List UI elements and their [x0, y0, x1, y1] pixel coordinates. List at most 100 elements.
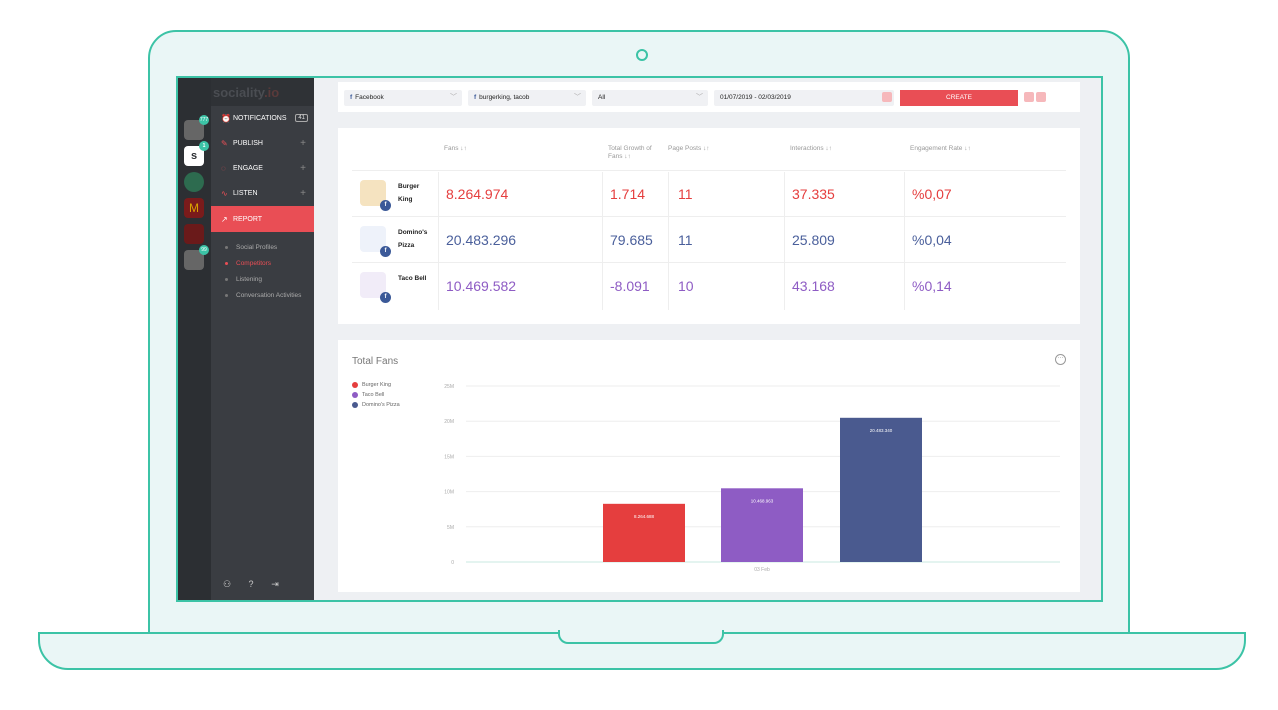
- menu-publish[interactable]: ✎ PUBLISH +: [211, 131, 314, 155]
- chart-title: Total Fans: [352, 356, 399, 367]
- create-button[interactable]: CREATE: [900, 90, 1018, 106]
- interactions-value: 43.168: [792, 278, 835, 294]
- interactions-value: 25.809: [792, 232, 835, 248]
- menu-notifications[interactable]: ⏰ NOTIFICATIONS 41: [211, 106, 314, 130]
- bar: [721, 488, 803, 562]
- y-tick-label: 5M: [447, 525, 454, 531]
- chevron-down-icon: ﹀: [450, 94, 457, 101]
- user-icon[interactable]: ⚇: [222, 579, 232, 589]
- menu-label: LISTEN: [233, 189, 258, 197]
- engagement-value: %0,14: [912, 278, 952, 294]
- menu-listen[interactable]: ∿ LISTEN +: [211, 181, 314, 205]
- app-logo: sociality.io: [211, 78, 314, 106]
- menu-label: REPORT: [233, 215, 263, 223]
- submenu-social-profiles[interactable]: Social Profiles: [225, 244, 277, 251]
- plus-icon[interactable]: +: [300, 162, 306, 174]
- y-tick-label: 0: [451, 560, 454, 566]
- facebook-icon: f: [380, 200, 391, 211]
- posts-value: 11: [678, 186, 693, 202]
- notification-badge: 1: [199, 141, 209, 151]
- menu-label: NOTIFICATIONS: [233, 114, 287, 122]
- starbucks-account-icon[interactable]: [184, 172, 204, 192]
- notification-count: 41: [295, 114, 308, 122]
- y-tick-label: 25M: [444, 384, 454, 390]
- menu-engage[interactable]: ◌ ENGAGE +: [211, 156, 314, 180]
- main-menu: sociality.io ⏰ NOTIFICATIONS 41 ✎ PUBLIS…: [211, 78, 314, 600]
- chart-legend: Burger King Taco Bell Domino's Pizza: [352, 382, 400, 412]
- y-tick-label: 10M: [444, 490, 454, 496]
- plus-icon[interactable]: +: [300, 137, 306, 149]
- legend-item[interactable]: Burger King: [352, 382, 400, 388]
- listen-icon: ∿: [221, 188, 228, 198]
- brand-account-icon[interactable]: [184, 224, 204, 244]
- facebook-icon: f: [380, 292, 391, 303]
- growth-value: 79.685: [610, 232, 653, 248]
- logout-icon[interactable]: ⇥: [271, 579, 279, 589]
- submenu-competitors[interactable]: Competitors: [225, 260, 271, 267]
- mcdonalds-account-icon[interactable]: M: [184, 198, 204, 218]
- notification-badge: 99: [199, 245, 209, 255]
- y-tick-label: 15M: [444, 454, 454, 460]
- more-options-icon[interactable]: ···: [1055, 354, 1066, 365]
- brand-name: Burger King: [398, 183, 420, 203]
- header-posts[interactable]: Page Posts ↓↑: [668, 145, 710, 152]
- laptop-notch: [558, 630, 724, 644]
- bar-value-label: 10.468.963: [751, 498, 774, 503]
- legend-item[interactable]: Taco Bell: [352, 392, 400, 398]
- menu-report[interactable]: ↗ REPORT: [211, 206, 314, 232]
- competitor-table: Fans ↓↑ Total Growth of Fans ↓↑ Page Pos…: [338, 128, 1080, 324]
- fans-value: 20.483.296: [446, 232, 517, 248]
- header-growth[interactable]: Total Growth of Fans ↓↑: [608, 145, 652, 160]
- y-tick-label: 20M: [444, 419, 454, 425]
- bar: [603, 503, 685, 562]
- report-icon: ↗: [221, 214, 228, 224]
- posts-value: 10: [678, 278, 694, 294]
- type-select[interactable]: All ﹀: [592, 90, 708, 106]
- growth-value: -8.091: [610, 278, 650, 294]
- pdf-icon[interactable]: [1036, 92, 1046, 102]
- network-select[interactable]: f Facebook ﹀: [344, 90, 462, 106]
- dominos-logo: f: [360, 226, 391, 257]
- accounts-select[interactable]: f burgerking, tacob ﹀: [468, 90, 586, 106]
- submenu-listening[interactable]: Listening: [225, 276, 262, 283]
- chevron-down-icon: ﹀: [696, 94, 703, 101]
- engage-icon: ◌: [221, 163, 226, 173]
- bottom-actions: ⚇ ? ⇥: [219, 576, 283, 592]
- fans-value: 8.264.974: [446, 186, 509, 202]
- camera: [636, 49, 648, 61]
- date-range-input[interactable]: 01/07/2019 - 02/03/2019: [714, 90, 894, 106]
- bar: [840, 417, 922, 562]
- download-icon[interactable]: [1024, 92, 1034, 102]
- bar-value-label: 8.264.688: [634, 514, 655, 519]
- publish-icon: ✎: [221, 138, 228, 148]
- engagement-value: %0,04: [912, 232, 952, 248]
- menu-label: ENGAGE: [233, 164, 263, 172]
- help-icon[interactable]: ?: [248, 579, 254, 589]
- legend-item[interactable]: Domino's Pizza: [352, 402, 400, 408]
- logo-suffix: .io: [264, 85, 280, 100]
- burger-king-logo: f: [360, 180, 391, 211]
- filter-bar: f Facebook ﹀ f burgerking, tacob ﹀ All ﹀ 01/0…: [338, 82, 1080, 112]
- menu-label: PUBLISH: [233, 139, 263, 147]
- total-fans-chart: Total Fans ··· Burger King Taco Bell Dom…: [338, 340, 1080, 592]
- header-interactions[interactable]: Interactions ↓↑: [790, 145, 832, 152]
- facebook-icon: f: [350, 94, 353, 101]
- engagement-value: %0,07: [912, 186, 952, 202]
- plus-icon[interactable]: +: [300, 187, 306, 199]
- facebook-icon: f: [380, 246, 391, 257]
- submenu-conversation-activities[interactable]: Conversation Activities: [225, 292, 301, 299]
- sociality-account-icon[interactable]: s 1: [184, 141, 209, 166]
- interactions-value: 37.335: [792, 186, 835, 202]
- bar-value-label: 20.483.340: [870, 428, 893, 433]
- account-avatar[interactable]: 777: [184, 115, 209, 140]
- brand-name: Taco Bell: [398, 275, 427, 282]
- alarm-icon: ⏰: [221, 113, 231, 123]
- brand-name: Domino's Pizza: [398, 229, 428, 249]
- account-avatar[interactable]: 99: [184, 245, 209, 270]
- fans-value: 10.469.582: [446, 278, 517, 294]
- x-tick-label: 03 Feb: [754, 567, 770, 573]
- calendar-icon[interactable]: [882, 92, 892, 102]
- header-engagement[interactable]: Engagement Rate ↓↑: [910, 145, 971, 152]
- notification-badge: 777: [199, 115, 209, 125]
- header-fans[interactable]: Fans ↓↑: [444, 145, 467, 152]
